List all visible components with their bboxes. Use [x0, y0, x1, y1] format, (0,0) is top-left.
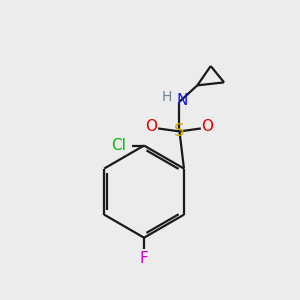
Text: H: H [162, 90, 172, 104]
Text: F: F [140, 251, 148, 266]
Text: Cl: Cl [111, 138, 126, 153]
Text: O: O [146, 119, 158, 134]
Text: N: N [176, 93, 188, 108]
Text: O: O [201, 119, 213, 134]
Text: S: S [174, 122, 185, 140]
